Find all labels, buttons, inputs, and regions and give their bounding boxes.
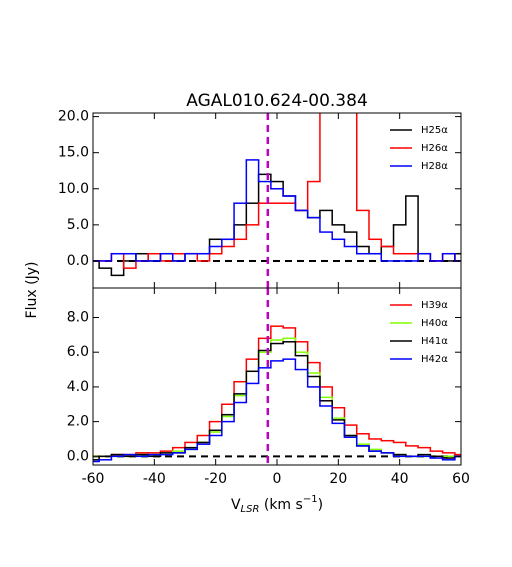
y-tick-label: 20.0 <box>58 109 89 125</box>
legend-label: H40α <box>421 318 448 329</box>
y-tick-label: 6.0 <box>67 344 89 360</box>
x-tick-label: 0 <box>273 471 282 487</box>
x-tick-label: -20 <box>204 471 227 487</box>
y-axis-label: Flux (Jy) <box>24 262 40 319</box>
legend-label: H41α <box>421 336 448 347</box>
y-tick-label: 10.0 <box>58 181 89 197</box>
y-tick-label: 4.0 <box>67 379 89 395</box>
legend-label: H28α <box>421 161 448 172</box>
y-tick-label: 5.0 <box>67 217 89 233</box>
plot-area <box>93 113 461 288</box>
x-label-sub: LSR <box>241 504 260 515</box>
legend-label: H39α <box>421 300 448 311</box>
x-label-unit: (km s <box>259 497 302 513</box>
plot-area <box>93 288 461 465</box>
legend-label: H42α <box>421 354 448 365</box>
x-tick-label: -40 <box>143 471 166 487</box>
y-tick-label: 8.0 <box>67 310 89 326</box>
chart-title: AGAL010.624-00.384 <box>186 91 368 111</box>
legend-label: H26α <box>421 143 448 154</box>
x-label-main: V <box>231 497 241 513</box>
x-axis-label: VLSR (km s−1) <box>231 494 323 515</box>
y-tick-label: 0.0 <box>67 253 89 269</box>
x-label-sup: −1 <box>303 494 318 505</box>
x-tick-label: 40 <box>391 471 409 487</box>
y-tick-label: 15.0 <box>58 145 89 161</box>
x-tick-label: 20 <box>329 471 347 487</box>
y-tick-label: 0.0 <box>67 448 89 464</box>
x-label-close: ) <box>318 497 323 513</box>
x-tick-label: -60 <box>82 471 105 487</box>
x-tick-label: 60 <box>452 471 470 487</box>
y-tick-label: 2.0 <box>67 414 89 430</box>
legend-label: H25α <box>421 125 448 136</box>
